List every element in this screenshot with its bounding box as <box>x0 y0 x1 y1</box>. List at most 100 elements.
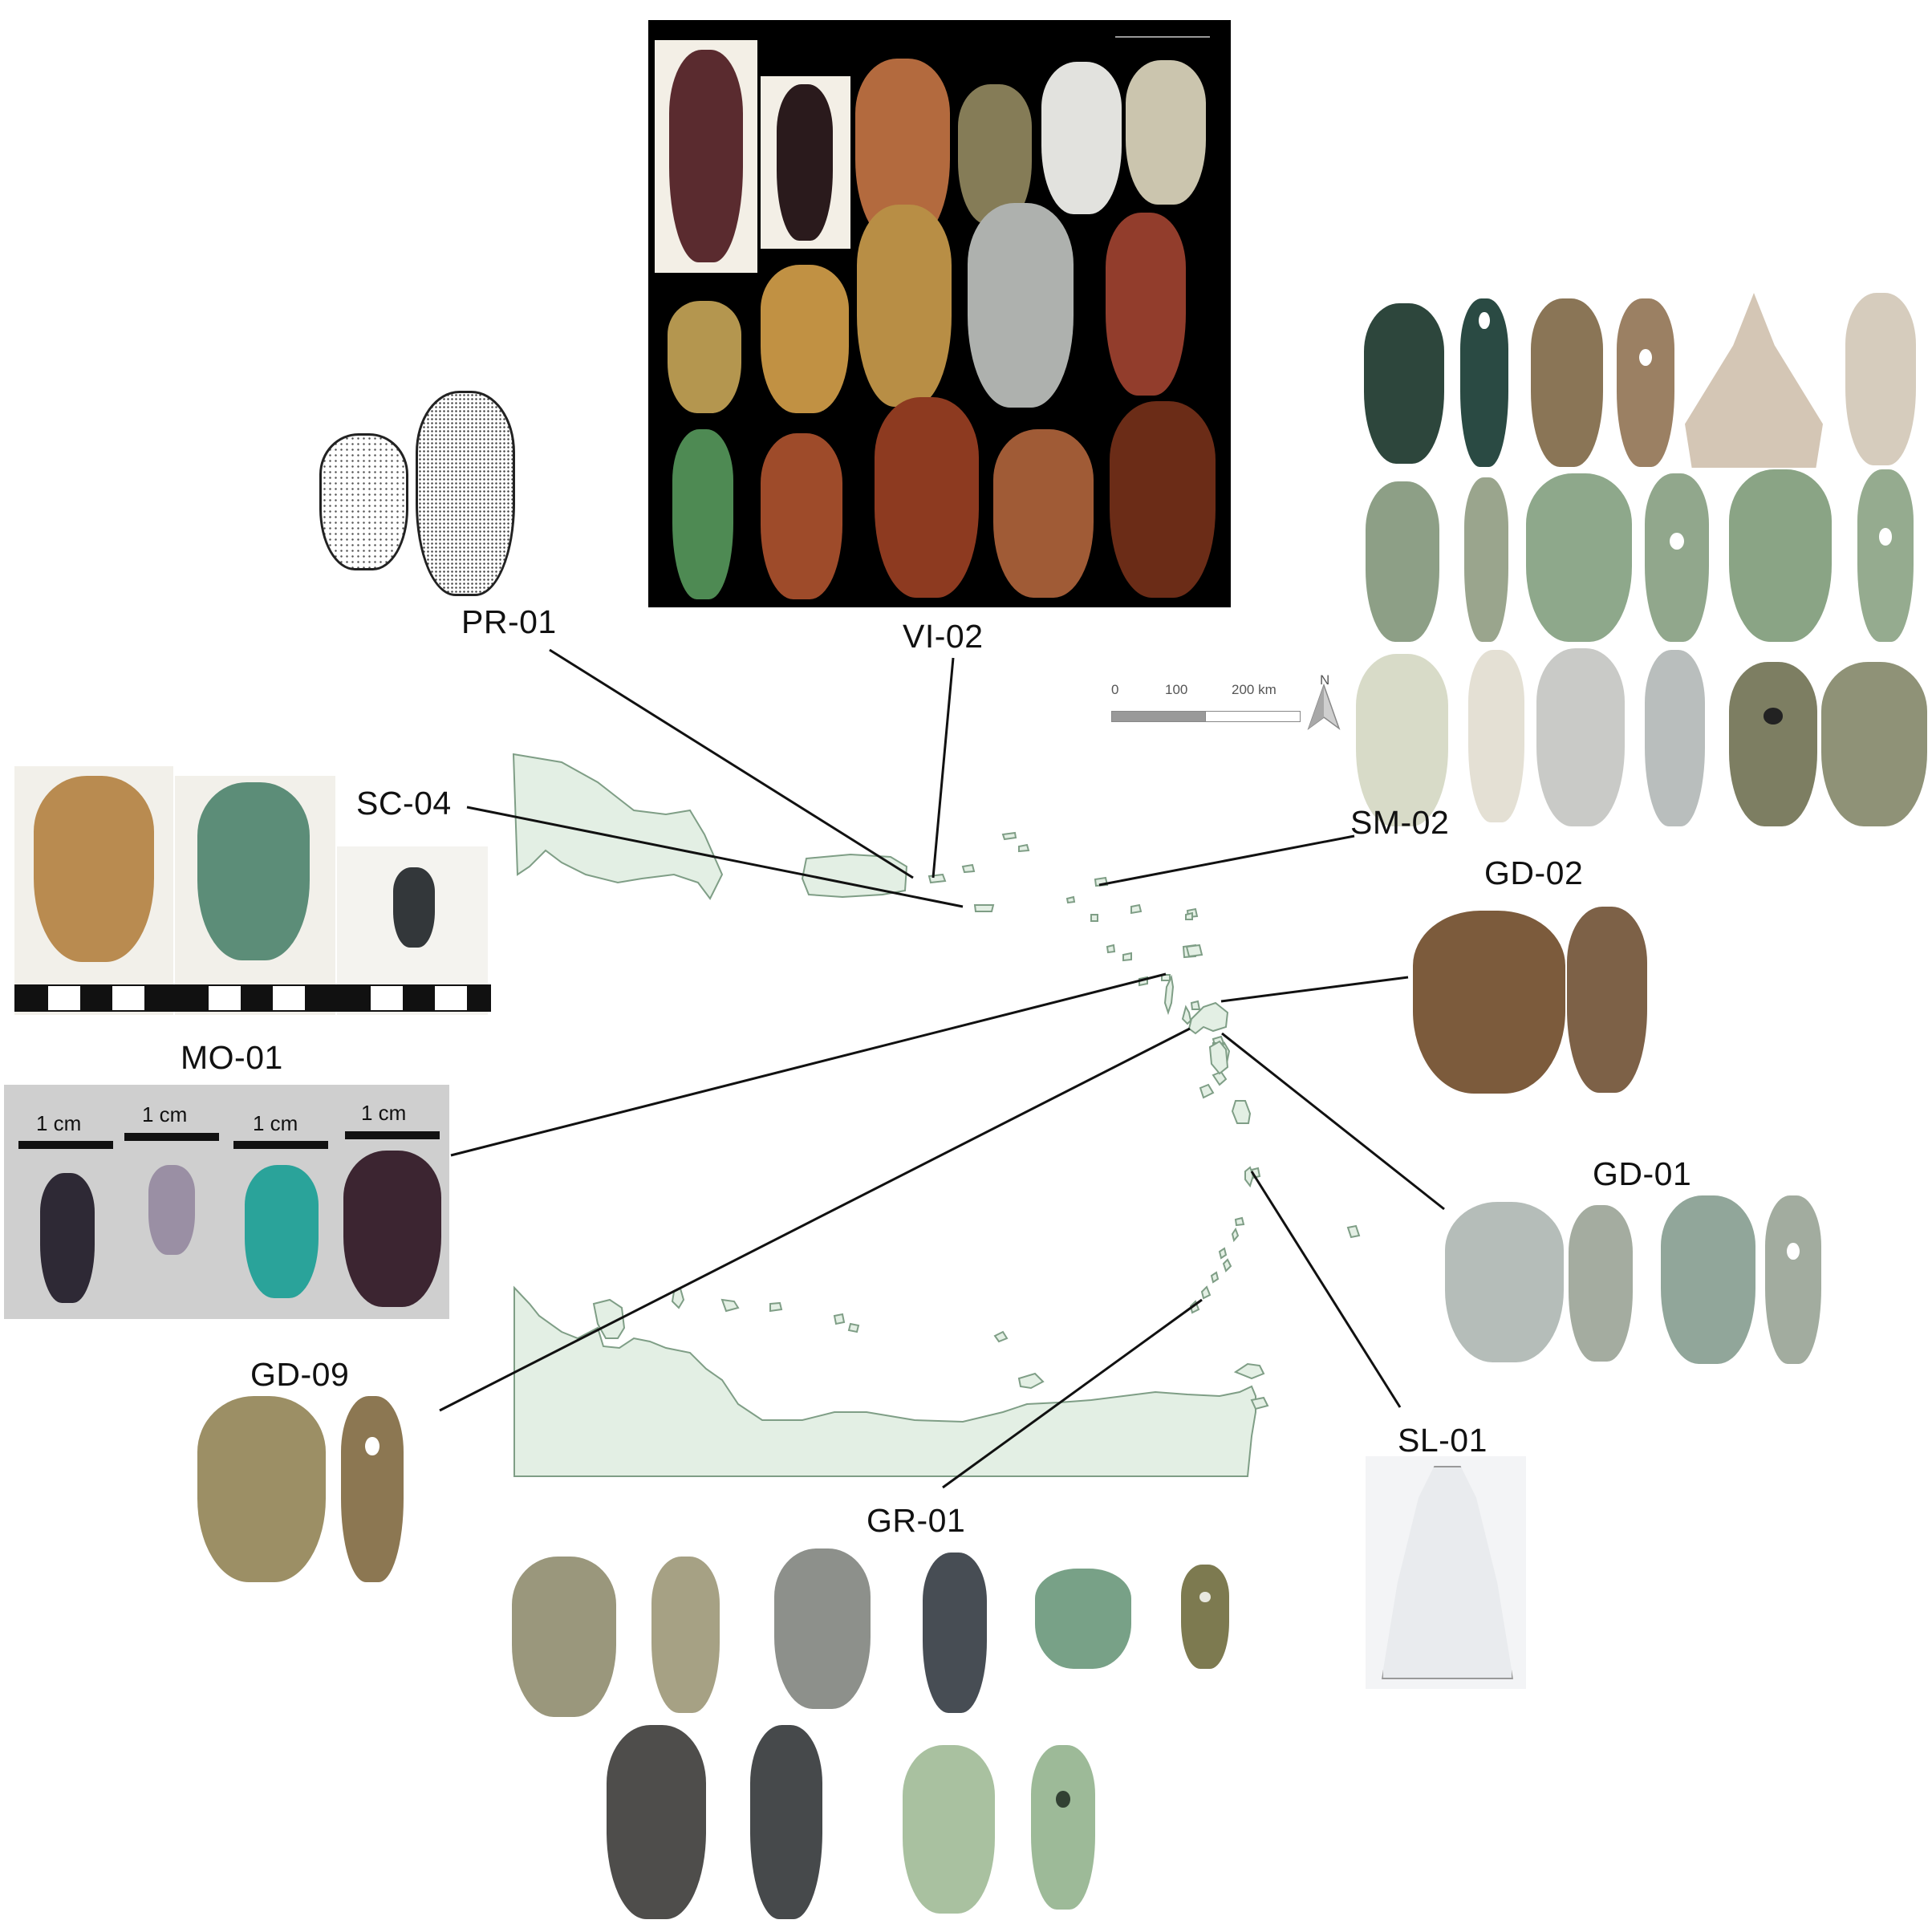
sc04-photo-2 <box>175 776 335 1015</box>
label-gr01: GR-01 <box>867 1502 966 1539</box>
gr01-amulet-5 <box>1035 1569 1131 1669</box>
label-sl01: SL-01 <box>1398 1422 1488 1459</box>
vi02-amulet-15 <box>993 429 1094 598</box>
leader-line-gr01 <box>942 1298 1203 1489</box>
sm02-amulet-18 <box>1821 662 1927 826</box>
leader-lines <box>439 648 1445 1489</box>
leader-line-sm02 <box>1098 834 1355 887</box>
vi02-amulet-5 <box>1041 62 1122 214</box>
map-scale-tick-0: 0 <box>1111 682 1119 697</box>
gr01-amulet-7 <box>607 1725 706 1919</box>
gr01-amulet-2 <box>651 1557 720 1713</box>
vi02-amulet-16 <box>1110 401 1216 598</box>
mo01-amulet-4 <box>343 1151 441 1307</box>
vi02-photo-panel <box>648 20 1231 607</box>
leader-line-gd02 <box>1220 976 1409 1003</box>
label-mo01: MO-01 <box>181 1039 283 1076</box>
leader-line-pr01 <box>549 648 914 879</box>
sm02-amulet-1 <box>1364 303 1444 464</box>
mo01-scale-bar-2 <box>124 1133 219 1141</box>
mo01-amulet-2 <box>148 1165 195 1255</box>
vi02-amulet-4 <box>958 84 1032 225</box>
vi02-amulet-6 <box>1126 60 1206 205</box>
label-vi02: VI-02 <box>903 618 984 655</box>
sc04-amulet-2 <box>197 782 310 960</box>
mo01-scale-bar-3 <box>233 1141 328 1149</box>
leader-line-mo01 <box>450 972 1167 1157</box>
gd01-amulet-1 <box>1445 1202 1564 1362</box>
leader-line-gd01 <box>1221 1032 1445 1211</box>
gr01-amulet-3 <box>774 1548 871 1709</box>
gd09-amulet-1 <box>197 1396 326 1582</box>
pr01-drawing-2 <box>416 391 515 596</box>
label-sc04: SC-04 <box>356 785 452 822</box>
sm02-amulet-3 <box>1531 298 1603 467</box>
map-land-hispaniola <box>512 753 724 900</box>
vi02-amulet-14 <box>875 397 979 598</box>
gr01-amulet-8 <box>750 1725 822 1919</box>
north-arrow-icon: N <box>1304 672 1344 737</box>
label-pr01: PR-01 <box>461 603 557 640</box>
vi02-amulet-12 <box>672 429 733 599</box>
sl01-drawing-panel <box>1366 1456 1526 1689</box>
vi02-amulet-8 <box>761 265 849 413</box>
gd01-amulet-3 <box>1661 1195 1755 1364</box>
gr01-amulet-6 <box>1181 1565 1229 1669</box>
north-arrow-glyph <box>1307 684 1341 731</box>
sc04-scale-ruler-3 <box>337 984 491 1012</box>
sm02-amulet-7 <box>1366 481 1439 642</box>
mo01-scale-label-4: 1 cm <box>361 1101 407 1125</box>
map-land-virgin-islands <box>927 831 1030 912</box>
sm02-amulet-5 <box>1685 293 1823 468</box>
sm02-amulet-17 <box>1729 662 1817 826</box>
sm02-amulet-2 <box>1460 298 1508 467</box>
gd01-amulet-2 <box>1569 1205 1633 1362</box>
gd01-photo-panel <box>1440 1195 1833 1368</box>
gr01-photo-panel <box>505 1540 1244 1928</box>
vi02-amulet-13 <box>761 433 842 599</box>
mo01-amulet-3 <box>245 1165 319 1298</box>
label-gd09: GD-09 <box>250 1356 350 1393</box>
label-gd02: GD-02 <box>1484 854 1584 891</box>
vi02-amulet-2 <box>777 84 833 241</box>
vi02-amulet-1 <box>669 50 743 262</box>
pr01-drawings <box>313 389 522 598</box>
mo01-scale-bar-4 <box>345 1131 440 1139</box>
map-scale-bar-dark <box>1111 711 1207 722</box>
mo01-scale-bar-1 <box>18 1141 113 1149</box>
mo01-scale-label-3: 1 cm <box>253 1111 298 1135</box>
map-scale-bar: 0 100 200 km <box>1111 682 1301 726</box>
sm02-amulet-12 <box>1857 469 1914 642</box>
gd02-amulet-2 <box>1567 907 1647 1093</box>
gd01-amulet-4 <box>1765 1195 1821 1364</box>
mo01-scale-label-1: 1 cm <box>36 1111 82 1135</box>
sm02-amulet-11 <box>1729 469 1832 642</box>
sc04-photo-panel <box>14 766 491 1015</box>
sc04-amulet-1 <box>34 776 154 962</box>
gd09-photo-panel <box>193 1392 409 1585</box>
gr01-amulet-10 <box>1031 1745 1095 1910</box>
pr01-drawing-1 <box>319 433 408 570</box>
vi02-amulet-11 <box>1106 213 1186 396</box>
leader-line-sl01 <box>1250 1171 1402 1408</box>
sm02-photo-panel <box>1356 289 1932 834</box>
sc04-scale-ruler-2 <box>175 984 339 1012</box>
sm02-amulet-16 <box>1645 650 1705 826</box>
mo01-amulet-1 <box>40 1173 95 1303</box>
leader-line-gd09 <box>439 1027 1191 1412</box>
sl01-drawing <box>1382 1466 1513 1679</box>
gr01-amulet-9 <box>903 1745 995 1914</box>
map-land-puerto-rico <box>801 853 908 899</box>
sm02-amulet-6 <box>1845 293 1916 465</box>
sm02-amulet-14 <box>1468 650 1524 822</box>
map-scale-bar-light <box>1205 711 1301 722</box>
map-scale-tick-200: 200 km <box>1232 682 1276 697</box>
gd09-amulet-2 <box>341 1396 404 1582</box>
vi02-inset-photo-2 <box>761 76 850 249</box>
vi02-inset-photo-1 <box>655 40 757 273</box>
vi02-amulet-10 <box>968 203 1074 408</box>
vi02-amulet-9 <box>857 205 952 407</box>
sm02-amulet-13 <box>1356 654 1448 826</box>
sc04-scale-ruler-1 <box>14 984 177 1012</box>
